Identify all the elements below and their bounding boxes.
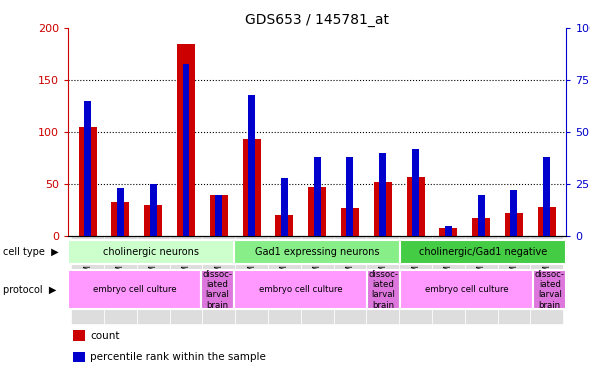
Bar <box>234 270 367 309</box>
Bar <box>235 236 268 324</box>
Text: count: count <box>90 331 120 340</box>
Bar <box>281 178 288 236</box>
Bar <box>202 236 235 324</box>
Bar <box>367 270 400 309</box>
Bar <box>373 182 392 236</box>
Text: cholinergic neurons: cholinergic neurons <box>103 247 199 257</box>
Bar <box>407 177 425 236</box>
Bar <box>465 236 497 324</box>
Bar <box>112 202 129 236</box>
Bar <box>177 44 195 236</box>
Bar <box>440 228 457 236</box>
Bar <box>268 236 301 324</box>
Text: Gad1 expressing neurons: Gad1 expressing neurons <box>255 247 379 257</box>
Text: embryo cell culture: embryo cell culture <box>93 285 176 294</box>
Bar <box>150 184 156 236</box>
Bar <box>543 157 550 236</box>
Bar <box>379 153 386 236</box>
Text: embryo cell culture: embryo cell culture <box>425 285 509 294</box>
Bar <box>400 270 533 309</box>
Text: dissoc-
iated
larval
brain: dissoc- iated larval brain <box>369 270 399 310</box>
Bar <box>68 270 201 309</box>
Bar <box>510 190 517 236</box>
Bar <box>472 217 490 236</box>
Bar <box>68 240 234 264</box>
Bar <box>137 236 169 324</box>
Bar <box>346 157 353 236</box>
Bar <box>533 270 566 309</box>
Bar <box>248 95 255 236</box>
Bar <box>333 236 366 324</box>
Bar <box>182 63 189 236</box>
Bar <box>537 207 556 236</box>
Bar <box>73 352 86 363</box>
Bar <box>78 127 97 236</box>
Bar <box>341 208 359 236</box>
Bar <box>169 236 202 324</box>
Text: percentile rank within the sample: percentile rank within the sample <box>90 352 266 362</box>
Text: dissoc-
iated
larval
brain: dissoc- iated larval brain <box>202 270 232 310</box>
Bar <box>104 236 137 324</box>
Bar <box>144 205 162 236</box>
Text: cell type  ▶: cell type ▶ <box>3 247 58 257</box>
Text: embryo cell culture: embryo cell culture <box>258 285 342 294</box>
Bar <box>445 226 452 236</box>
Text: protocol  ▶: protocol ▶ <box>3 285 56 295</box>
Bar <box>117 188 124 236</box>
Bar <box>366 236 399 324</box>
Bar <box>215 195 222 236</box>
Bar <box>301 236 333 324</box>
Bar <box>308 188 326 236</box>
Bar <box>432 236 465 324</box>
Bar <box>399 236 432 324</box>
Bar <box>530 236 563 324</box>
Bar <box>201 270 234 309</box>
Bar <box>84 101 91 236</box>
Bar <box>71 236 104 324</box>
Bar <box>412 149 419 236</box>
Text: cholinergic/Gad1 negative: cholinergic/Gad1 negative <box>419 247 548 257</box>
Bar <box>209 195 228 236</box>
Bar <box>242 140 261 236</box>
Bar <box>73 330 86 341</box>
Bar <box>478 195 484 236</box>
Bar <box>314 157 320 236</box>
Bar <box>400 240 566 264</box>
Title: GDS653 / 145781_at: GDS653 / 145781_at <box>245 13 389 27</box>
Bar <box>505 213 523 236</box>
Bar <box>234 240 400 264</box>
Bar <box>497 236 530 324</box>
Bar <box>276 215 293 236</box>
Text: dissoc-
iated
larval
brain: dissoc- iated larval brain <box>535 270 565 310</box>
